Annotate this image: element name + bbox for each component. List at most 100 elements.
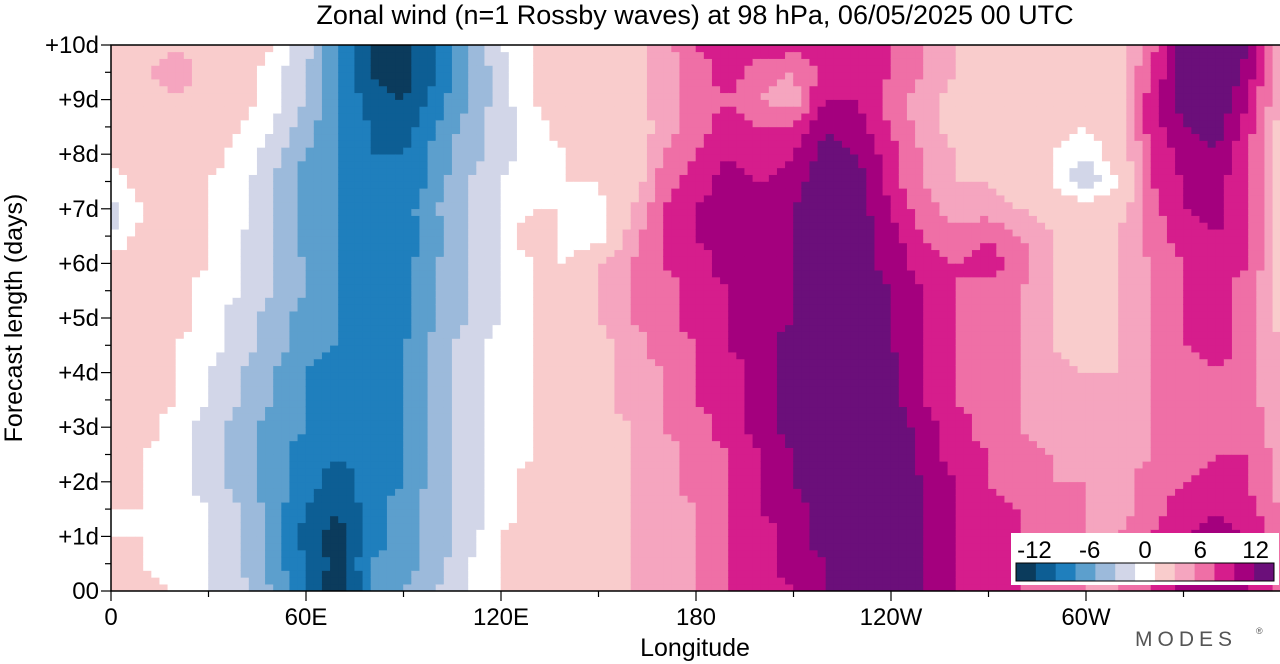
contour-cell	[557, 153, 567, 162]
contour-cell	[297, 263, 307, 271]
contour-cell	[443, 106, 453, 114]
contour-cell	[289, 570, 299, 578]
contour-cell	[362, 174, 372, 182]
contour-cell	[126, 467, 136, 476]
contour-cell	[541, 515, 551, 524]
contour-cell	[606, 78, 616, 87]
contour-cell	[508, 488, 518, 496]
contour-cell	[411, 249, 421, 257]
contour-cell	[346, 222, 356, 230]
contour-cell	[581, 72, 591, 80]
contour-cell	[411, 454, 421, 462]
contour-cell	[525, 174, 534, 182]
contour-cell	[606, 235, 616, 244]
contour-cell	[281, 140, 291, 148]
contour-cell	[419, 420, 429, 428]
contour-cell	[606, 304, 616, 312]
contour-cell	[500, 495, 510, 503]
contour-cell	[330, 399, 339, 408]
contour-cell	[354, 474, 364, 483]
contour-cell	[386, 392, 396, 401]
contour-cell	[240, 317, 250, 326]
contour-cell	[606, 379, 616, 387]
contour-cell	[321, 501, 331, 510]
contour-cell	[411, 529, 421, 537]
contour-cell	[435, 426, 445, 435]
contour-cell	[419, 536, 429, 544]
contour-cell	[606, 488, 616, 496]
contour-cell	[118, 58, 128, 66]
contour-cell	[460, 563, 469, 571]
contour-cell	[200, 515, 209, 524]
contour-cell	[175, 413, 185, 421]
contour-cell	[614, 474, 624, 483]
contour-cell	[151, 420, 161, 428]
contour-cell	[606, 188, 616, 196]
contour-cell	[484, 577, 494, 585]
contour-cell	[256, 188, 266, 196]
contour-cell	[159, 542, 169, 551]
contour-cell	[378, 365, 388, 373]
contour-cell	[468, 167, 477, 175]
contour-cell	[216, 194, 226, 203]
contour-cell	[240, 112, 250, 121]
contour-cell	[533, 297, 542, 305]
contour-cell	[289, 112, 299, 121]
contour-cell	[118, 256, 128, 264]
contour-cell	[581, 215, 591, 223]
contour-cell	[159, 324, 169, 332]
contour-cell	[598, 358, 607, 367]
contour-cell	[525, 522, 534, 530]
contour-cell	[289, 461, 299, 469]
contour-cell	[208, 283, 217, 291]
contour-cell	[135, 529, 144, 537]
contour-cell	[573, 440, 583, 448]
contour-cell	[492, 235, 502, 244]
contour-cell	[492, 454, 502, 462]
contour-cell	[159, 440, 169, 448]
contour-cell	[111, 440, 120, 448]
contour-cell	[541, 276, 551, 285]
contour-cell	[525, 119, 534, 128]
contour-cell	[508, 235, 518, 244]
contour-cell	[354, 249, 364, 257]
contour-cell	[338, 228, 347, 237]
contour-cell	[338, 488, 347, 496]
contour-cell	[143, 481, 152, 489]
contour-cell	[411, 85, 421, 94]
contour-cell	[118, 215, 128, 223]
contour-cell	[256, 269, 266, 278]
contour-cell	[395, 556, 404, 564]
contour-cell	[378, 215, 388, 223]
contour-cell	[167, 249, 177, 257]
contour-cell	[468, 331, 477, 339]
contour-cell	[297, 556, 307, 564]
contour-cell	[549, 242, 559, 251]
contour-cell	[289, 317, 299, 326]
contour-cell	[273, 99, 282, 107]
contour-cell	[419, 269, 429, 278]
contour-cell	[167, 78, 177, 87]
contour-cell	[435, 290, 445, 298]
contour-cell	[590, 447, 599, 455]
contour-cell	[330, 529, 339, 537]
contour-cell	[500, 112, 510, 121]
contour-cell	[427, 112, 437, 121]
contour-cell	[549, 338, 559, 346]
contour-cell	[541, 413, 551, 421]
contour-cell	[305, 126, 315, 135]
contour-cell	[191, 549, 201, 558]
contour-cell	[484, 256, 494, 264]
contour-cell	[581, 345, 591, 353]
contour-cell	[451, 379, 461, 387]
contour-cell	[492, 474, 502, 483]
contour-cell	[403, 290, 412, 298]
contour-cell	[330, 570, 339, 578]
contour-cell	[484, 324, 494, 332]
contour-cell	[606, 529, 616, 537]
contour-cell	[175, 522, 185, 530]
contour-cell	[111, 522, 120, 530]
contour-cell	[370, 324, 380, 332]
contour-cell	[395, 508, 404, 517]
contour-cell	[386, 413, 396, 421]
